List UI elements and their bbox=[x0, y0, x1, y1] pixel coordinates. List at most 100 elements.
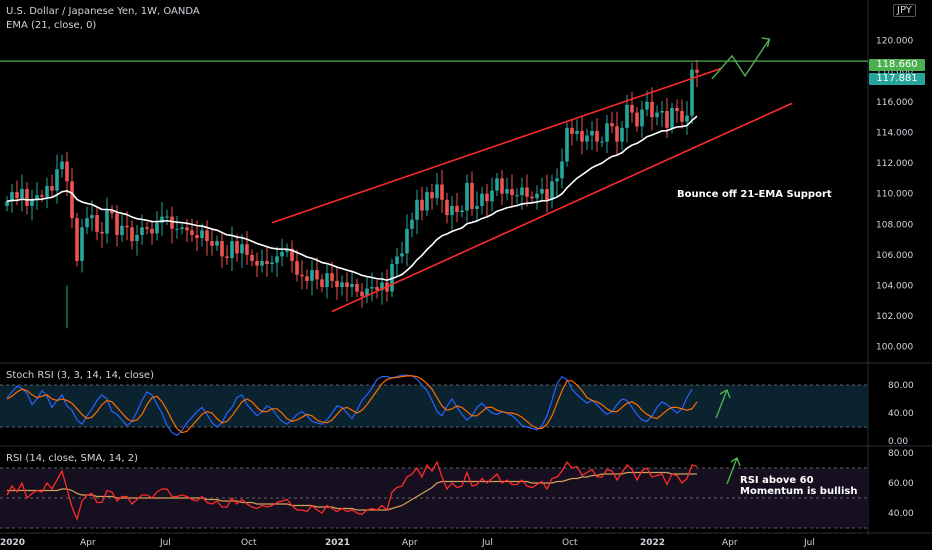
ema-legend[interactable]: EMA (21, close, 0) bbox=[6, 20, 97, 31]
candle-body bbox=[50, 186, 54, 191]
candle-body bbox=[200, 230, 204, 239]
candle-body bbox=[570, 127, 574, 134]
candle-body bbox=[20, 189, 24, 199]
candle-body bbox=[520, 187, 524, 196]
candle-body bbox=[365, 288, 369, 297]
channel-upper-line bbox=[271, 67, 723, 224]
candle-body bbox=[455, 205, 459, 213]
candle-body bbox=[465, 182, 469, 211]
candle-body bbox=[165, 216, 169, 218]
rsi-axis-tick-label: 60.00 bbox=[888, 479, 914, 489]
candle-body bbox=[255, 260, 259, 266]
price-axis-tick-label: 102.000 bbox=[876, 312, 913, 322]
candle-body bbox=[650, 101, 654, 118]
candle-body bbox=[160, 216, 164, 223]
candle-body bbox=[30, 199, 34, 206]
candle-body bbox=[375, 287, 379, 291]
candle-body bbox=[450, 205, 454, 216]
stoch-up-arrowhead bbox=[719, 388, 731, 399]
stoch-axis-tick-label: 40.00 bbox=[888, 409, 914, 419]
candle-body bbox=[225, 256, 229, 258]
stoch-up-arrow bbox=[715, 389, 728, 419]
stoch-axis-tick-label: 80.00 bbox=[888, 381, 914, 391]
candle-body bbox=[310, 270, 314, 281]
candle-body bbox=[145, 227, 149, 229]
candle-body bbox=[275, 256, 279, 263]
time-axis-tick-label: Apr bbox=[722, 538, 738, 548]
candle-body bbox=[480, 193, 484, 206]
time-axis-tick-label: Jul bbox=[159, 538, 171, 548]
candle-body bbox=[210, 241, 214, 246]
currency-selector[interactable]: JPY bbox=[893, 4, 916, 17]
candle-body bbox=[120, 225, 124, 235]
rsi-legend[interactable]: RSI (14, close, SMA, 14, 2) bbox=[6, 453, 139, 464]
rsi-ma-line bbox=[7, 471, 697, 511]
horizontal-level-badge: 118.660 bbox=[869, 59, 925, 71]
time-axis-tick-label: 2021 bbox=[325, 538, 350, 548]
price-axis-tick-label: 112.000 bbox=[876, 159, 913, 169]
candle-body bbox=[235, 241, 239, 254]
candle-body bbox=[590, 130, 594, 136]
candle-body bbox=[475, 205, 479, 209]
candle-body bbox=[315, 270, 319, 280]
stoch-axis-tick-label: 0.00 bbox=[888, 437, 908, 447]
candle-body bbox=[45, 186, 49, 197]
candle-body bbox=[330, 273, 334, 281]
candle-body bbox=[495, 178, 499, 191]
symbol-title[interactable]: U.S. Dollar / Japanese Yen, 1W, OANDA bbox=[6, 6, 200, 17]
candle-body bbox=[670, 107, 674, 128]
time-axis: 2020 Apr Jul Oct 2021 Apr Jul Oct 2022 Apr Jul bbox=[0, 532, 932, 548]
stoch-rsi-legend[interactable]: Stoch RSI (3, 3, 14, 14, close) bbox=[6, 370, 154, 381]
candle-body bbox=[240, 244, 244, 254]
candle-body bbox=[155, 222, 159, 234]
candle-body bbox=[555, 178, 559, 182]
price-axis-tick-label: 100.000 bbox=[876, 343, 913, 353]
candle-body bbox=[115, 213, 119, 235]
candle-body bbox=[620, 127, 624, 142]
candle-body bbox=[35, 195, 39, 200]
candle-body bbox=[655, 112, 659, 118]
candle-body bbox=[405, 228, 409, 254]
rsi-axis-tick-label: 80.00 bbox=[888, 449, 914, 459]
candle-body bbox=[10, 192, 14, 202]
annotation-rsi-line2: Momentum is bullish bbox=[740, 486, 857, 497]
candle-body bbox=[175, 228, 179, 230]
time-axis-tick-label: Oct bbox=[562, 538, 578, 548]
candle-body bbox=[415, 199, 419, 220]
projection-arrowhead bbox=[761, 37, 771, 48]
stoch-k-line bbox=[6, 374, 693, 437]
time-axis-tick-label: Oct bbox=[241, 538, 257, 548]
price-pane[interactable]: 120.000 118.000 116.000 114.000 112.000 110.0… bbox=[0, 0, 932, 535]
price-axis-tick-label: 106.000 bbox=[876, 251, 913, 261]
candle-body bbox=[540, 189, 544, 194]
candle-body bbox=[95, 215, 99, 232]
candle-body bbox=[140, 227, 144, 235]
stoch-rsi-pane[interactable]: 80.00 40.00 0.00 bbox=[0, 374, 932, 447]
annotation-bounce: Bounce off 21-EMA Support bbox=[677, 189, 832, 200]
candle-body bbox=[430, 192, 434, 199]
candle-body bbox=[215, 241, 219, 246]
candle-body bbox=[190, 230, 194, 235]
candle-body bbox=[600, 141, 604, 143]
candle-body bbox=[355, 283, 359, 292]
candle-body bbox=[245, 244, 249, 255]
time-axis-tick-label: Apr bbox=[80, 538, 96, 548]
candle-body bbox=[110, 210, 114, 214]
candle-body bbox=[530, 196, 534, 199]
candle-body bbox=[185, 227, 189, 231]
candle-body bbox=[460, 210, 464, 213]
candle-body bbox=[500, 178, 504, 194]
candle-body bbox=[125, 225, 129, 228]
candle-body bbox=[505, 189, 509, 194]
candle-body bbox=[270, 262, 274, 265]
price-axis-tick-label: 108.000 bbox=[876, 220, 913, 230]
candle-body bbox=[60, 161, 64, 170]
candle-body bbox=[260, 260, 264, 266]
rsi-up-arrow bbox=[726, 457, 738, 485]
candle-body bbox=[300, 274, 304, 277]
candle-body bbox=[605, 123, 609, 142]
candle-body bbox=[85, 218, 89, 228]
candle-body bbox=[320, 279, 324, 288]
